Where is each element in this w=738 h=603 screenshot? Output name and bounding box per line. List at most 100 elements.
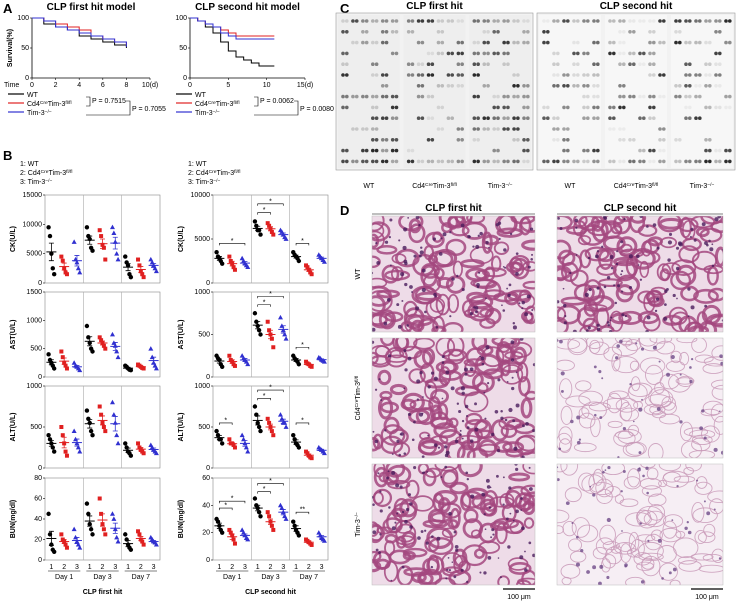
blot-spot xyxy=(426,73,431,77)
blot-spot xyxy=(476,40,480,45)
group-label: 2 xyxy=(269,564,273,571)
alveolus xyxy=(675,264,697,286)
blot-spot xyxy=(648,105,652,110)
blot-spot xyxy=(380,94,385,99)
nucleus xyxy=(666,372,671,377)
blot-spot xyxy=(586,148,590,153)
nucleus xyxy=(717,216,722,219)
blot-spot xyxy=(572,40,576,45)
data-point xyxy=(51,272,57,277)
blot-spot xyxy=(476,127,480,131)
alveolus xyxy=(702,553,723,562)
nucleus xyxy=(645,466,649,470)
nucleus xyxy=(510,340,515,345)
alveolus xyxy=(521,239,535,251)
nucleus xyxy=(586,570,590,574)
nucleus xyxy=(576,415,581,420)
alveolus xyxy=(682,220,696,241)
y-tick-label: 50 xyxy=(179,45,187,52)
nucleus xyxy=(466,415,469,418)
legend-label-sup: −/− xyxy=(213,109,220,115)
blot-spot xyxy=(592,19,596,23)
sig-label: * xyxy=(301,417,304,424)
blot-spot xyxy=(592,94,596,99)
alveolus xyxy=(401,392,425,413)
data-point xyxy=(128,274,134,280)
nucleus xyxy=(714,217,719,222)
blot-spot xyxy=(592,116,596,120)
sig-label: * xyxy=(301,238,304,245)
nucleus xyxy=(528,466,531,469)
blot-spot xyxy=(460,159,464,164)
blot-spot xyxy=(394,148,399,153)
group-label: 1 xyxy=(217,564,221,571)
alveolus xyxy=(378,309,396,330)
blot-spot xyxy=(416,62,421,66)
blot-spot xyxy=(420,84,425,88)
blot-spot xyxy=(364,94,369,99)
nucleus xyxy=(502,503,505,506)
nucleus xyxy=(504,266,507,269)
blot-spot xyxy=(472,159,477,164)
alveolus xyxy=(577,235,592,246)
nucleus xyxy=(426,471,428,473)
error-bar xyxy=(138,447,144,452)
nucleus xyxy=(564,314,567,318)
blot-spot xyxy=(652,94,656,99)
blot-spot xyxy=(618,159,622,164)
data-point xyxy=(101,527,106,532)
data-point xyxy=(63,542,68,547)
nucleus xyxy=(532,363,535,367)
alveolus xyxy=(424,231,445,249)
nucleus xyxy=(510,358,515,362)
nucleus xyxy=(427,385,431,389)
nucleus xyxy=(645,330,649,332)
alveolus xyxy=(659,268,671,282)
alveolus xyxy=(510,257,530,280)
blot-spot xyxy=(622,127,626,131)
blot-spot xyxy=(628,138,632,142)
blot-spot xyxy=(638,116,642,120)
data-point xyxy=(84,323,90,329)
alveolus xyxy=(560,563,581,579)
data-point xyxy=(153,365,159,371)
blot-spot xyxy=(522,84,526,88)
blot-spot xyxy=(638,19,642,23)
nucleus xyxy=(596,327,601,332)
y-axis-label: ALT(U/L) xyxy=(178,412,185,441)
blot-spot xyxy=(612,116,616,120)
error-bar xyxy=(255,225,261,232)
legend-label-sup: −/− xyxy=(45,178,52,184)
blot-spot xyxy=(596,40,600,45)
alveolus xyxy=(439,370,462,381)
blot-spot xyxy=(642,148,646,153)
nucleus xyxy=(409,525,413,529)
nucleus xyxy=(501,304,503,307)
blot-spot xyxy=(632,62,636,66)
blot-spot xyxy=(506,116,510,120)
blot-spot xyxy=(618,84,622,88)
blot-spot xyxy=(728,40,732,45)
alveolus xyxy=(646,467,659,481)
nucleus xyxy=(598,370,602,374)
p-value: P = 0.0062 xyxy=(260,98,294,105)
group-label: 2 xyxy=(230,564,234,571)
legend-label: 1: WT xyxy=(188,161,207,168)
survival-line xyxy=(32,17,127,48)
nucleus xyxy=(570,419,574,424)
blot-spot xyxy=(704,138,708,142)
nucleus xyxy=(527,265,531,269)
chart-title: CLP second hit model xyxy=(195,2,300,13)
data-point xyxy=(115,354,121,360)
blot-spot xyxy=(648,94,652,99)
nucleus xyxy=(689,366,692,369)
data-point xyxy=(64,366,69,371)
nucleus xyxy=(387,354,392,358)
blot-spot xyxy=(502,159,506,164)
nucleus xyxy=(637,264,640,266)
nucleus xyxy=(405,507,410,512)
y-tick-label: 5000 xyxy=(26,251,42,258)
nucleus xyxy=(667,240,673,245)
data-point xyxy=(111,516,117,521)
error-bar xyxy=(87,235,93,245)
